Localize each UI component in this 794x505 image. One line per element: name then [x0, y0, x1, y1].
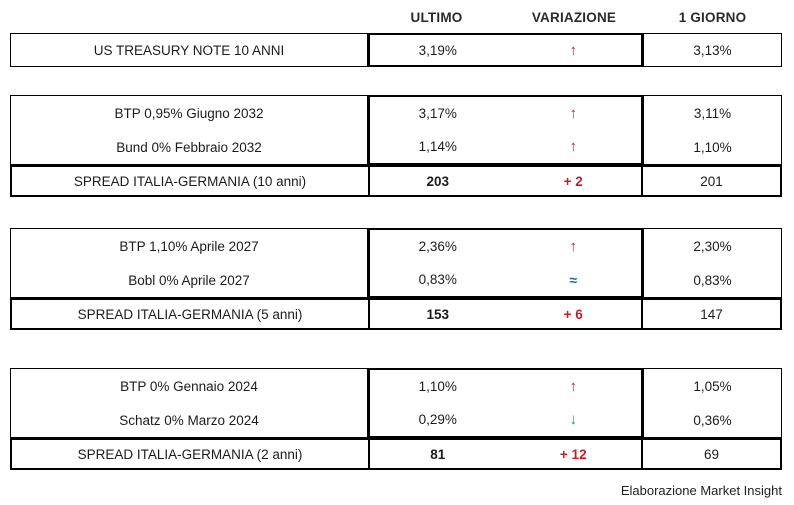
giorno-value: 1,05% [693, 378, 732, 394]
row-label: Schatz 0% Marzo 2024 [119, 412, 259, 428]
ultimo-value: 1,10% [418, 379, 457, 394]
credit-line: Elaborazione Market Insight [620, 483, 782, 498]
ultimo-variazione-box: 2,36% ↑ 0,83% ≈ [368, 228, 643, 298]
spread-label: SPREAD ITALIA-GERMANIA (10 anni) [73, 173, 307, 189]
spread-value: 153 [426, 306, 450, 322]
spread-giorno-value: 201 [700, 173, 723, 189]
giorno-value: 3,13% [693, 42, 732, 58]
spread-change: + 12 [559, 446, 587, 462]
block-5-anni: BTP 1,10% Aprile 2027 Bobl 0% Aprile 202… [10, 228, 782, 330]
spread-row-10-anni: SPREAD ITALIA-GERMANIA (10 anni) 203 + 2… [10, 165, 782, 197]
spread-row-2-anni: SPREAD ITALIA-GERMANIA (2 anni) 81 + 12 … [10, 438, 782, 470]
label-box: BTP 0,95% Giugno 2032 Bund 0% Febbraio 2… [10, 95, 368, 165]
giorno-value: 3,11% [693, 105, 732, 121]
giorno-box: 3,13% [643, 33, 782, 67]
spread-label: SPREAD ITALIA-GERMANIA (5 anni) [77, 306, 303, 322]
ultimo-variazione-box: 3,17% ↑ 1,14% ↑ [368, 95, 643, 165]
ultimo-value: 0,83% [418, 272, 457, 287]
block-2-anni: BTP 0% Gennaio 2024 Schatz 0% Marzo 2024… [10, 368, 782, 470]
row-label: US TREASURY NOTE 10 ANNI [93, 42, 285, 58]
giorno-value: 0,36% [693, 412, 732, 428]
giorno-value: 1,10% [693, 139, 732, 155]
row-label: BTP 1,10% Aprile 2027 [119, 238, 259, 254]
row-label: Bobl 0% Aprile 2027 [128, 272, 250, 288]
ultimo-value: 3,19% [418, 42, 457, 58]
ultimo-value: 3,17% [418, 106, 457, 121]
up-arrow-icon: ↑ [569, 138, 578, 155]
spread-label: SPREAD ITALIA-GERMANIA (2 anni) [77, 446, 303, 462]
up-arrow-icon: ↑ [569, 41, 578, 59]
up-arrow-icon: ↑ [569, 105, 578, 122]
giorno-value: 0,83% [693, 272, 732, 288]
row-label: BTP 0% Gennaio 2024 [120, 378, 258, 394]
spread-giorno-value: 147 [700, 306, 723, 322]
spread-change: + 6 [563, 306, 583, 322]
spread-value: 203 [426, 173, 450, 189]
spread-change: + 2 [563, 173, 583, 189]
spread-value: 81 [430, 446, 446, 462]
header-variazione: VARIAZIONE [531, 9, 617, 25]
header-spacer [10, 6, 368, 28]
row-label: BTP 0,95% Giugno 2032 [114, 105, 264, 121]
ultimo-value: 1,14% [418, 139, 457, 154]
giorno-value: 2,30% [693, 238, 732, 254]
label-box: BTP 0% Gennaio 2024 Schatz 0% Marzo 2024 [10, 368, 368, 438]
approx-equal-icon: ≈ [569, 271, 578, 288]
ultimo-variazione-box: 3,19% ↑ [368, 33, 643, 67]
giorno-box: 2,30% 0,83% [643, 228, 782, 298]
header-1-giorno: 1 GIORNO [678, 9, 747, 25]
spread-giorno-value: 69 [703, 446, 720, 462]
label-box: BTP 1,10% Aprile 2027 Bobl 0% Aprile 202… [10, 228, 368, 298]
row-label: Bund 0% Febbraio 2032 [116, 139, 262, 155]
giorno-box: 3,11% 1,10% [643, 95, 782, 165]
spread-mid-box: 203 + 2 [368, 167, 643, 195]
header-ultimo: ULTIMO [410, 9, 463, 25]
block-us-treasury: US TREASURY NOTE 10 ANNI 3,19% ↑ 3,13% [10, 33, 782, 67]
ultimo-variazione-box: 1,10% ↑ 0,29% ↓ [368, 368, 643, 438]
up-arrow-icon: ↑ [569, 238, 578, 255]
bond-rates-table: ULTIMO VARIAZIONE 1 GIORNO US TREASURY N… [10, 6, 782, 498]
block-10-anni: BTP 0,95% Giugno 2032 Bund 0% Febbraio 2… [10, 95, 782, 197]
ultimo-value: 2,36% [418, 239, 457, 254]
spread-mid-box: 81 + 12 [368, 440, 643, 468]
down-arrow-icon: ↓ [569, 411, 578, 428]
label-box: US TREASURY NOTE 10 ANNI [10, 33, 368, 67]
giorno-box: 1,05% 0,36% [643, 368, 782, 438]
spread-mid-box: 153 + 6 [368, 300, 643, 328]
ultimo-value: 0,29% [418, 412, 457, 427]
spread-row-5-anni: SPREAD ITALIA-GERMANIA (5 anni) 153 + 6 … [10, 298, 782, 330]
up-arrow-icon: ↑ [569, 378, 578, 395]
column-headers: ULTIMO VARIAZIONE 1 GIORNO [10, 6, 782, 28]
